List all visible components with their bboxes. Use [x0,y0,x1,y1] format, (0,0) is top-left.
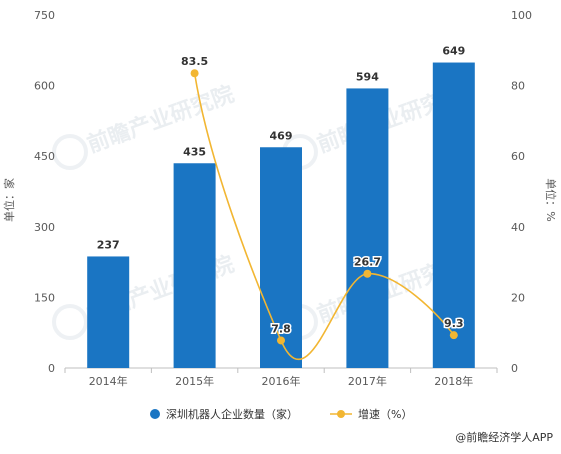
watermark-text: 前瞻产业研究院 [84,81,238,158]
growth-point [190,69,199,78]
legend-marker-line-dot [337,410,345,418]
growth-point [277,336,285,345]
right-axis-ticks: 0 20 40 60 80 100 [511,9,532,375]
legend-label-line: 增速（%） [358,407,412,421]
bar [260,147,302,368]
bar-value-labels: 237 435 469 594 649 [97,45,466,252]
y2-axis-title: 单位：% [544,178,558,221]
bar [346,88,389,368]
x-tick-label: 2014年 [89,374,128,388]
y-tick-label: 450 [34,150,55,163]
source-text: @前瞻经济学人APP [455,430,553,444]
bar-value-label: 649 [442,45,465,58]
growth-point [449,331,458,340]
legend: 深圳机器人企业数量（家） 增速（%） [150,407,412,421]
y-axis-title: 单位：家 [2,178,16,222]
growth-point [363,269,372,278]
y2-tick-label: 20 [511,291,525,304]
legend-marker-bar [150,409,160,419]
growth-value-label: 26.7 [354,256,381,269]
bar-series [87,62,475,369]
bar-value-label: 469 [270,129,293,142]
bar-value-label: 237 [97,238,120,251]
y2-tick-label: 60 [511,150,525,163]
x-tick-label: 2017年 [348,374,387,388]
y2-tick-label: 80 [511,80,525,93]
growth-value-label: 9.3 [444,317,464,330]
y-tick-label: 0 [48,362,55,375]
left-axis-ticks: 0 150 300 450 600 750 [34,9,55,375]
y-tick-label: 300 [34,221,55,234]
y-tick-label: 600 [34,80,55,93]
y-tick-label: 750 [34,9,55,22]
growth-value-label: 83.5 [181,55,208,68]
legend-label-bar: 深圳机器人企业数量（家） [166,407,298,421]
y-tick-label: 150 [34,291,55,304]
bar-value-label: 594 [356,70,379,83]
x-tick-label: 2016年 [262,374,301,388]
watermark-logo [52,304,88,340]
x-tick-label: 2018年 [434,374,473,388]
line-series: 83.5 7.8 26.7 9.3 [180,54,465,361]
growth-line [193,73,455,361]
y2-tick-label: 100 [511,9,532,22]
growth-value-label: 7.8 [271,322,291,335]
bar-value-label: 435 [183,145,206,158]
x-tick-label: 2015年 [175,374,214,388]
watermark-logo [52,134,88,170]
x-axis-ticks: 2014年 2015年 2016年 2017年 2018年 [64,368,498,388]
bar [87,256,130,368]
y2-tick-label: 40 [511,221,525,234]
bar [173,163,216,368]
y2-tick-label: 0 [511,362,518,375]
